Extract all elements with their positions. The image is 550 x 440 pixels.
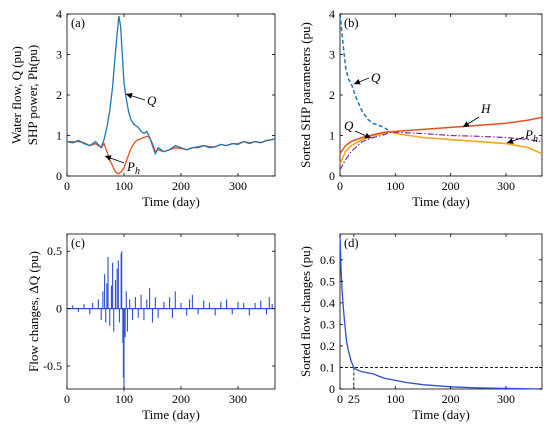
y-tick-label: 3 [329,48,335,62]
y-tick-label: 0.1 [320,360,335,374]
y-tick-label: 0.4 [320,296,335,310]
y-axis-label: Water flow, Q (pu) [9,46,24,144]
x-tick-label: 0 [337,179,343,193]
annotation-h-arrow-head [463,121,470,127]
annotation-ph-arrow-head [105,155,112,161]
panel-label: (b) [344,16,359,30]
y-tick-label: 0 [56,169,62,183]
y-tick-label: 1 [329,129,335,143]
series-q-line [339,13,391,133]
y-axis-label: Flow changes, ΔQ (pu) [26,251,41,372]
x-tick-label: 200 [172,179,190,193]
sorted-flow-line [339,233,543,390]
y-tick-label: 0.5 [47,244,62,258]
annotation-ph: Ph [126,159,140,177]
x-tick-label: 100 [115,179,133,193]
series-h-line [339,116,543,155]
x-tick-label: 300 [229,392,247,406]
annotation-q-lower: Q [344,118,354,133]
panel-label: (c) [71,236,85,250]
panel-label: (a) [71,16,85,30]
plot-frame-a [66,13,276,177]
plot-frame-c [66,233,276,390]
x-tick-label: 200 [442,392,460,406]
y-tick-label: 0 [329,169,335,183]
y-tick-label: 1 [56,129,62,143]
y-axis-label: SHP power, Ph(pu) [25,45,40,145]
x-tick-label: 0 [64,392,70,406]
y-tick-label: 0.2 [320,339,335,353]
plot-frame-d [339,233,543,390]
annotation-q-upper: Q [371,70,381,85]
x-axis-label: Time (day) [142,407,200,422]
y-tick-label: 2 [329,88,335,102]
y-tick-label: 2 [56,88,62,102]
x-tick-label: 0 [337,392,343,406]
annotation-q: Q [147,93,157,108]
x-tick-label: 300 [497,179,515,193]
annotation-q-arrow-head [126,92,133,99]
annotation-h: H [480,101,491,116]
y-tick-label: -0.5 [43,359,62,373]
y-tick-label: 4 [56,7,62,21]
y-tick-label: 0.5 [320,274,335,288]
y-tick-label: 0.3 [320,317,335,331]
annotation-q-lower-arrow-head [364,132,371,139]
x-tick-label: 100 [386,179,404,193]
y-tick-label: 0 [56,302,62,316]
x-axis-label: Time (day) [142,194,200,209]
x-tick-label: 200 [442,179,460,193]
y-tick-label: 4 [329,7,335,21]
x-tick-label: 200 [172,392,190,406]
x-axis-label: Time (day) [412,194,470,209]
x-tick-label: 300 [497,392,515,406]
x-tick-label: 0 [64,179,70,193]
annotation-q-upper-arrow-head [354,78,361,85]
annotation-ph-arrow-head [507,138,514,144]
x-axis-label: Time (day) [412,407,470,422]
series-q-line [66,15,276,156]
annotation-ph: Ph [524,127,538,145]
x-tick-label: 100 [386,392,404,406]
y-tick-label: 0.6 [320,253,335,267]
y-axis-label: Sorted flow changes (pu) [298,246,313,377]
x-tick-label: 300 [229,179,247,193]
plot-frame-b [339,13,543,177]
series-ph-line [339,131,543,171]
series-yellow-line [339,130,543,165]
x-tick-label: 100 [115,392,133,406]
x-tick-label: 25 [348,392,360,406]
panel-label: (d) [344,236,359,250]
y-tick-label: 0 [329,382,335,396]
y-tick-label: 3 [56,48,62,62]
y-axis-label: Sorted SHP parameters (pu) [298,22,313,168]
